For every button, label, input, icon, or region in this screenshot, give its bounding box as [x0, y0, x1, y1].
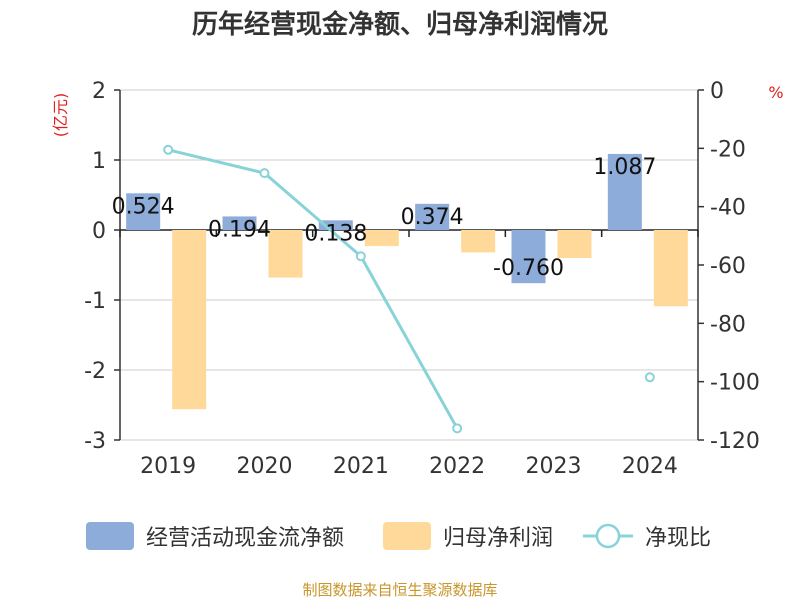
- bar-profit: [461, 230, 496, 253]
- category-label: 2021: [333, 454, 389, 479]
- left-axis-unit: (亿元): [51, 93, 70, 138]
- bar-cashflow: [415, 203, 450, 230]
- gridlines: [120, 89, 698, 441]
- category-label: 2019: [140, 454, 196, 479]
- source-note: 制图数据来自恒生聚源数据库: [302, 581, 497, 599]
- data-label-cashflow: -0.760: [493, 256, 564, 281]
- right-tick-label: -20: [710, 137, 746, 162]
- ratio-point: [163, 144, 174, 155]
- ratio-point: [644, 372, 655, 383]
- data-label-cashflow: 1.087: [593, 155, 656, 180]
- left-tick-label: -3: [84, 429, 106, 454]
- right-tick-label: -120: [710, 429, 760, 454]
- left-tick-label: 0: [92, 219, 106, 244]
- right-tick-label: -80: [710, 312, 746, 337]
- data-label-cashflow: 0.138: [304, 221, 367, 246]
- chart-title: 历年经营现金净额、归母净利润情况: [192, 9, 608, 40]
- category-label: 2023: [526, 454, 582, 479]
- data-labels: 0.524 0.194 0.138 0.374 -0.760 1.087: [112, 155, 657, 281]
- category-label: 2020: [237, 454, 293, 479]
- left-tick-label: 2: [92, 79, 106, 104]
- ratio-point: [259, 168, 270, 179]
- legend-label-ratio: 净现比: [645, 526, 711, 551]
- bar-cashflow: [222, 216, 257, 230]
- right-axis-unit: %: [768, 83, 783, 102]
- right-tick-label: 0: [710, 79, 724, 104]
- data-label-cashflow: 0.524: [112, 194, 175, 219]
- right-tick-label: -60: [710, 254, 746, 279]
- bar-cashflow: [511, 230, 546, 284]
- category-label: 2024: [622, 454, 678, 479]
- ratio-point: [355, 251, 366, 262]
- legend-swatch-profit: [383, 522, 431, 550]
- legend-label-cashflow: 经营活动现金流净额: [146, 526, 344, 551]
- right-tick-label: -100: [710, 371, 760, 396]
- bar-profit: [653, 230, 688, 307]
- ratio-line: [163, 144, 655, 434]
- bar-profit: [557, 230, 592, 258]
- legend-marker-ratio: [595, 523, 621, 549]
- bar-cashflow: [126, 193, 161, 230]
- data-label-cashflow: 0.194: [208, 217, 271, 242]
- bars: [126, 153, 688, 410]
- legend-swatch-cashflow: [86, 522, 134, 550]
- data-label-cashflow: 0.374: [401, 205, 464, 230]
- bar-cashflow: [318, 220, 353, 230]
- legend: 经营活动现金流净额 归母净利润 净现比: [86, 522, 711, 551]
- right-tick-label: -40: [710, 196, 746, 221]
- bar-profit: [172, 230, 207, 410]
- bar-cashflow: [607, 153, 642, 230]
- axes: 2 1 0 -1 -2 -3 0 -20 -40 -60 -80 -100 -120 2019 2020 20…: [84, 79, 760, 479]
- ratio-point: [452, 423, 463, 434]
- bar-profit: [268, 230, 303, 278]
- left-tick-label: -1: [84, 289, 106, 314]
- ratio-line-segment: [167, 148, 459, 430]
- left-tick-label: 1: [92, 149, 106, 174]
- left-tick-label: -2: [84, 359, 106, 384]
- legend-label-profit: 归母净利润: [443, 526, 553, 551]
- bar-profit: [364, 230, 399, 247]
- category-label: 2022: [429, 454, 485, 479]
